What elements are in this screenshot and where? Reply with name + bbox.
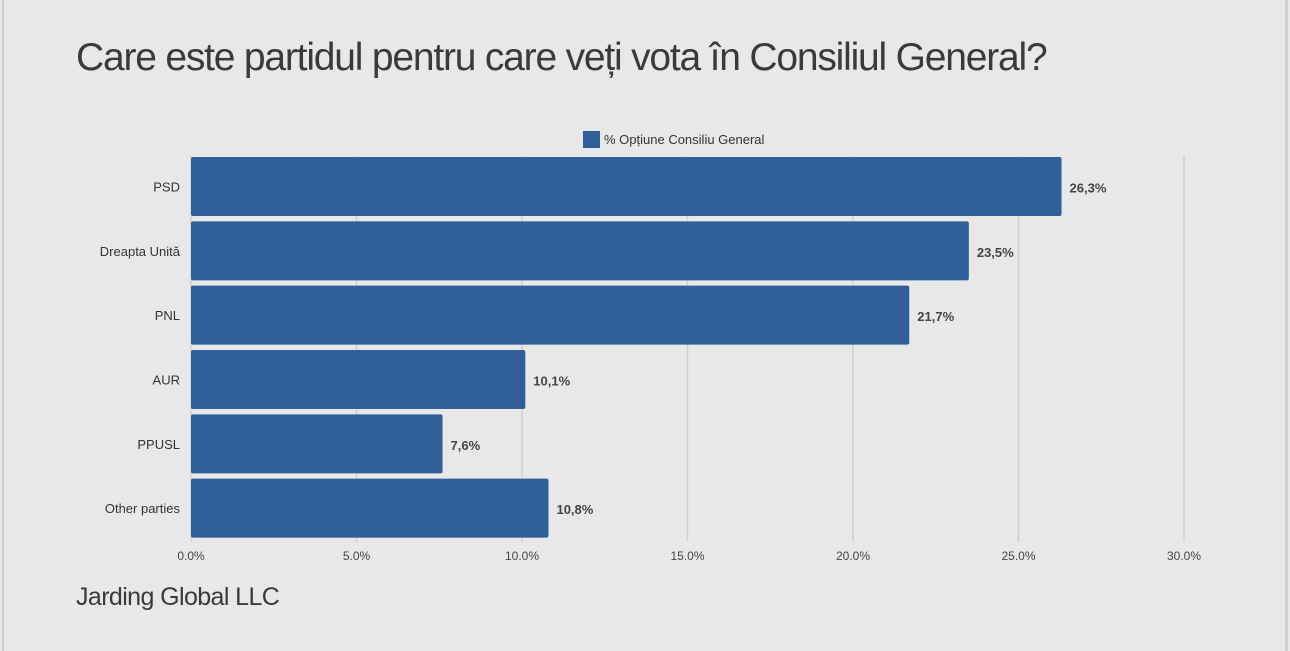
footer-credit: Jarding Global LLC: [76, 583, 280, 611]
x-tick-label: 20.0%: [836, 549, 870, 563]
x-tick-label: 10.0%: [505, 549, 539, 563]
y-category-label: Dreapta Unită: [100, 244, 181, 259]
y-category-label: PNL: [155, 308, 180, 323]
data-label: 10,1%: [533, 374, 570, 389]
legend-label: % Opțiune Consiliu General: [604, 132, 765, 147]
chart-title: Care este partidul pentru care veți vota…: [76, 36, 1048, 79]
data-label: 21,7%: [917, 309, 954, 324]
x-tick-label: 25.0%: [1001, 549, 1035, 563]
bar: [191, 478, 549, 538]
bar: [191, 414, 443, 474]
bar: [191, 221, 969, 281]
legend-swatch: [583, 131, 600, 148]
x-tick-label: 5.0%: [343, 549, 371, 563]
data-label: 10,8%: [556, 502, 593, 517]
bar: [191, 285, 910, 345]
x-tick-label: 0.0%: [177, 549, 205, 563]
x-tick-label: 15.0%: [670, 549, 704, 563]
frame-left-border: [2, 0, 4, 651]
x-tick-label: 30.0%: [1167, 549, 1201, 563]
y-category-label: Other parties: [105, 501, 181, 516]
data-label: 7,6%: [451, 438, 481, 453]
y-category-label: PPUSL: [137, 437, 180, 452]
bar: [191, 157, 1062, 216]
data-label: 26,3%: [1070, 181, 1107, 196]
data-label: 23,5%: [977, 245, 1014, 260]
y-category-label: PSD: [153, 180, 180, 195]
legend: % Opțiune Consiliu General: [583, 131, 764, 148]
frame-right-border: [1285, 0, 1288, 651]
bar: [191, 350, 526, 409]
y-category-label: AUR: [153, 373, 180, 388]
